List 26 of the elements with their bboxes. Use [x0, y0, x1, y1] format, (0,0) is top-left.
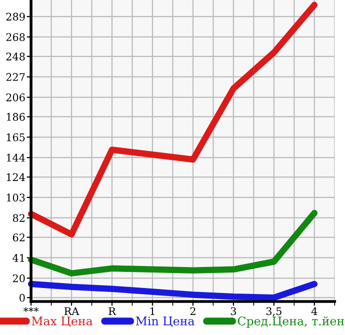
y-tick-label: 248: [6, 52, 25, 61]
legend-label: Min Цена: [136, 316, 194, 328]
y-tick-label: 20: [12, 274, 25, 282]
y-tick-label: 0: [20, 294, 25, 302]
y-tick-label: 144: [6, 154, 25, 162]
x-tick-label: ***: [23, 307, 39, 312]
y-tick-label: 103: [6, 194, 25, 202]
x-tick-label: 3: [230, 307, 236, 316]
y-tick-label: 289: [6, 12, 25, 21]
x-tick-label: 4: [311, 307, 318, 315]
x-tick-label: 2: [190, 307, 196, 315]
x-tick-label: RA: [64, 307, 80, 315]
y-tick-label: 165: [6, 133, 25, 142]
legend-label: Сред.Цена, т.йен: [238, 316, 344, 328]
y-tick-label: 268: [6, 33, 25, 42]
y-tick-label: 124: [6, 173, 25, 181]
y-tick-label: 62: [12, 234, 24, 242]
x-tick-label: 1: [150, 307, 154, 315]
x-tick-label: 3,5: [266, 307, 282, 316]
legend-label: Max Цена: [32, 316, 93, 328]
y-tick-label: 41: [12, 254, 24, 262]
y-tick-label: 206: [6, 93, 25, 102]
y-tick-label: 82: [12, 214, 24, 222]
y-tick-label: 227: [6, 73, 25, 81]
x-tick-label: R: [108, 307, 116, 315]
y-tick-label: 186: [6, 112, 25, 121]
